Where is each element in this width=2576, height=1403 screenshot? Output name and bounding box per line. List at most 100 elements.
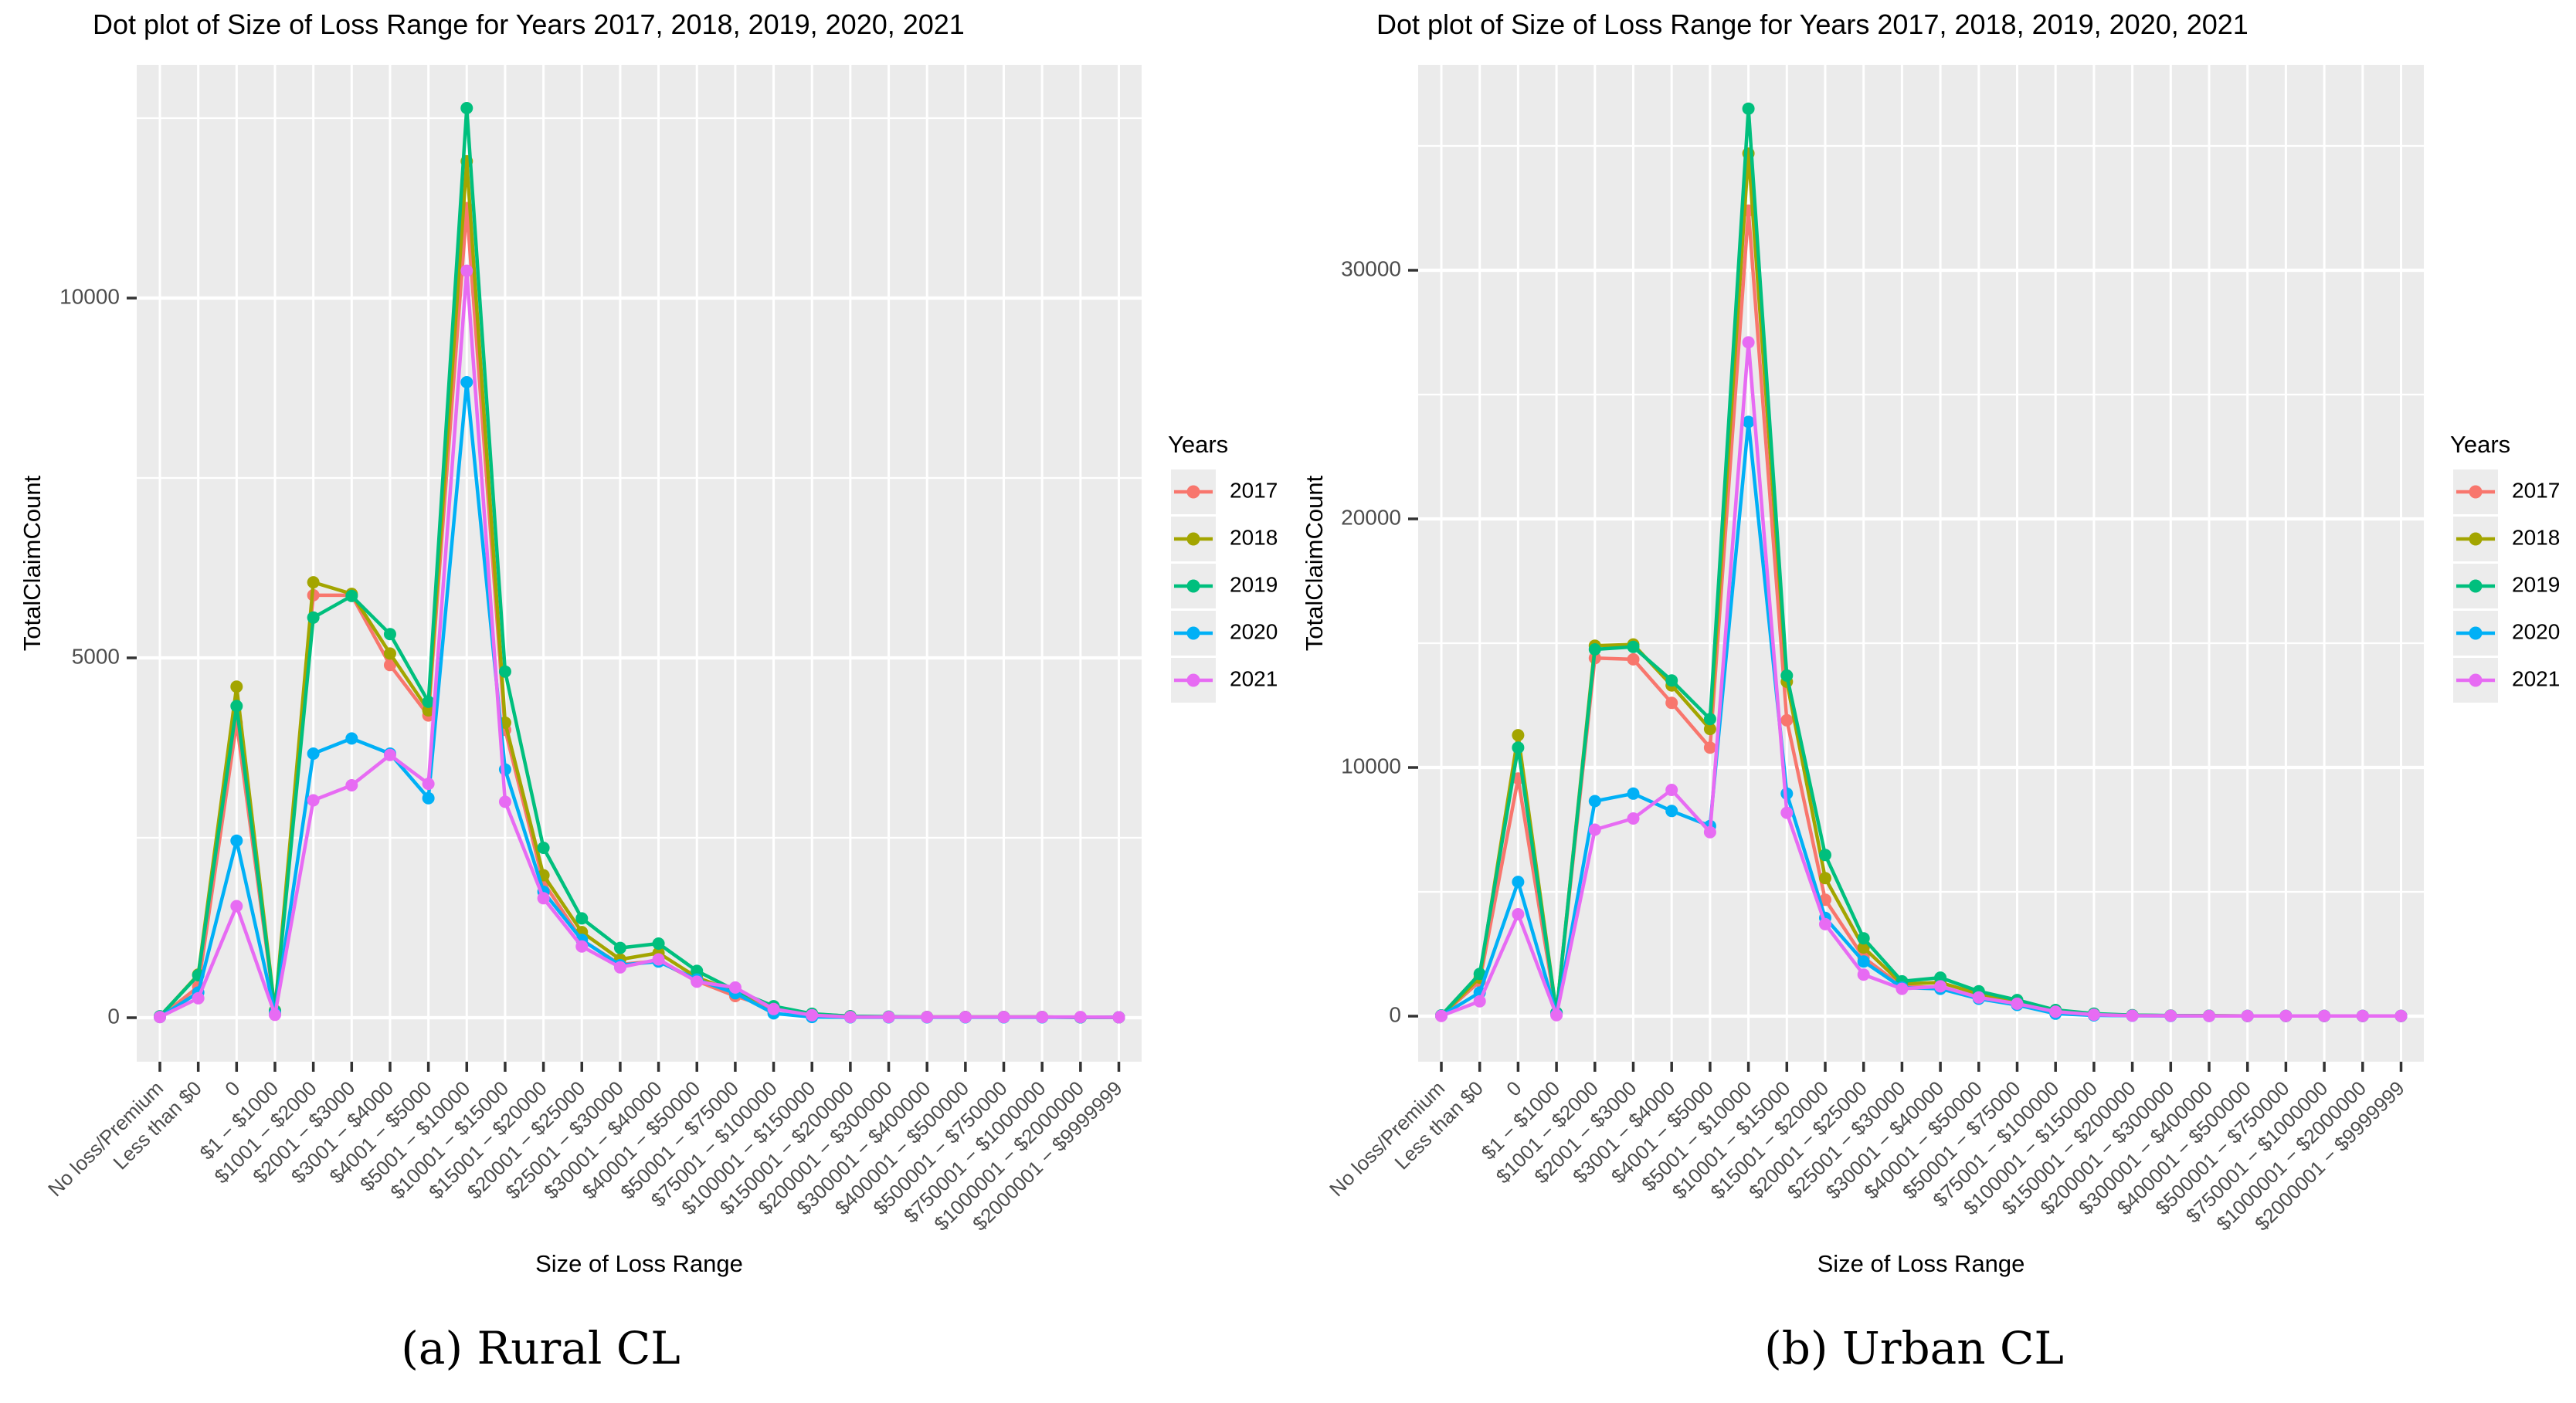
caption-urban: (b) Urban CL — [1764, 1322, 2064, 1374]
svg-text:30000: 30000 — [1341, 256, 1401, 280]
data-point — [2126, 1009, 2139, 1022]
data-point — [307, 747, 320, 760]
grid-vertical — [158, 65, 1120, 1062]
data-point — [307, 611, 320, 624]
data-point — [1627, 812, 1640, 825]
data-point — [537, 892, 550, 905]
data-point — [1550, 1008, 1563, 1022]
data-point — [1934, 971, 1947, 984]
legend-label: 2017 — [2512, 478, 2560, 502]
data-point — [728, 981, 742, 994]
data-point — [1588, 795, 1601, 808]
svg-text:5000: 5000 — [72, 644, 120, 668]
data-point — [882, 1011, 895, 1024]
data-point — [307, 794, 320, 807]
y-axis-title: TotalClaimCount — [1301, 475, 1328, 651]
data-point — [307, 576, 320, 589]
panel-background — [1418, 65, 2424, 1062]
legend-label: 2021 — [2512, 666, 2560, 690]
axis-ticks — [1408, 269, 2403, 1072]
data-point — [1896, 982, 1909, 995]
data-point — [383, 748, 396, 761]
grid-minor — [137, 117, 1142, 839]
svg-text:10000: 10000 — [59, 284, 120, 308]
legend-label: 2018 — [2512, 525, 2560, 549]
data-point — [230, 900, 243, 913]
data-point — [2011, 997, 2024, 1010]
legend-key-dot — [1186, 626, 1200, 640]
data-point — [997, 1011, 1010, 1024]
data-point — [230, 834, 243, 847]
svg-text:10000: 10000 — [1341, 754, 1401, 778]
legend-title: Years — [1168, 431, 1228, 458]
y-axis-title: TotalClaimCount — [19, 475, 46, 651]
data-point — [345, 589, 358, 602]
data-point — [691, 964, 704, 978]
data-point — [383, 628, 396, 641]
data-point — [1857, 968, 1870, 981]
legend-key-dot — [1186, 579, 1200, 593]
data-point — [1703, 825, 1716, 839]
data-point — [691, 975, 704, 988]
data-point — [2087, 1008, 2100, 1022]
legend-label: 2021 — [1230, 666, 1278, 690]
data-point — [1665, 805, 1678, 818]
svg-text:0: 0 — [107, 1004, 120, 1028]
x-axis-title: Size of Loss Range — [1817, 1250, 2025, 1277]
data-point — [806, 1008, 819, 1022]
data-point — [613, 961, 626, 974]
legend-label: 2020 — [1230, 619, 1278, 643]
data-point — [1819, 872, 1831, 885]
data-point — [921, 1011, 934, 1024]
data-point — [2318, 1009, 2331, 1022]
data-point — [1512, 741, 1525, 754]
axis-ticks — [127, 297, 1121, 1072]
grid-minor — [1418, 144, 2424, 893]
chart-title: Dot plot of Size of Loss Range for Years… — [93, 8, 965, 40]
data-point — [2241, 1009, 2254, 1022]
data-point — [843, 1011, 857, 1024]
legend-label: 2020 — [2512, 619, 2560, 643]
data-point — [1703, 713, 1716, 726]
data-point — [652, 953, 665, 966]
data-point — [154, 1011, 166, 1024]
data-point — [2356, 1009, 2369, 1022]
svg-text:0: 0 — [1389, 1002, 1401, 1026]
data-point — [1588, 823, 1601, 836]
data-point — [422, 695, 435, 708]
data-point — [345, 779, 358, 791]
data-point — [460, 264, 473, 277]
data-point — [1665, 696, 1678, 710]
data-point — [1857, 941, 1870, 954]
data-point — [1972, 991, 1985, 1004]
data-point — [2203, 1009, 2215, 1022]
legend-label: 2018 — [1230, 525, 1278, 549]
data-point — [2394, 1009, 2408, 1022]
legend-title: Years — [2450, 431, 2510, 458]
data-point — [1857, 955, 1870, 968]
data-point — [1703, 741, 1716, 754]
legend-key-dot — [2469, 485, 2483, 499]
data-point — [1512, 908, 1525, 920]
data-point — [1512, 876, 1525, 889]
data-point — [230, 680, 243, 693]
data-point — [1588, 643, 1601, 656]
data-point — [422, 791, 435, 805]
data-point — [1627, 652, 1640, 666]
legend-label: 2017 — [1230, 478, 1278, 502]
data-point — [1857, 932, 1870, 945]
data-point — [767, 1002, 780, 1015]
data-point — [1036, 1011, 1049, 1024]
data-point — [230, 700, 243, 713]
svg-text:0: 0 — [1502, 1076, 1526, 1100]
legend-key-dot — [2469, 673, 2483, 687]
legend-key-dot — [2469, 579, 2483, 593]
data-point — [1112, 1011, 1125, 1024]
data-point — [383, 647, 396, 660]
